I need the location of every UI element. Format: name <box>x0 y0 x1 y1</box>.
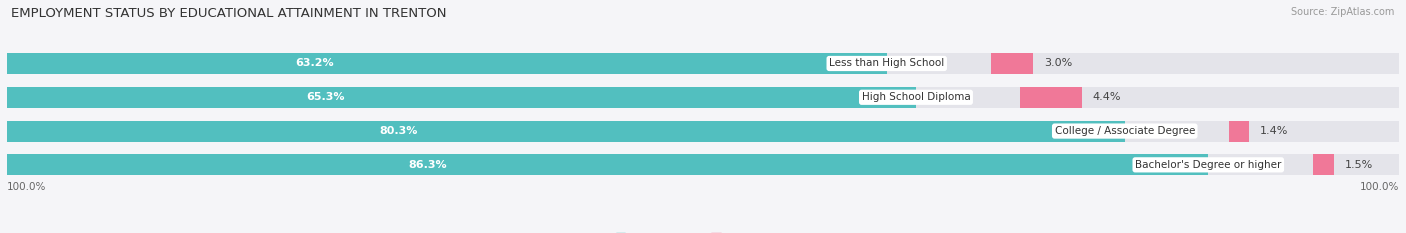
Text: 65.3%: 65.3% <box>307 92 344 102</box>
Text: 1.4%: 1.4% <box>1260 126 1288 136</box>
Text: 63.2%: 63.2% <box>295 58 335 69</box>
Bar <box>7 154 1208 175</box>
Bar <box>7 53 1399 74</box>
Bar <box>7 53 887 74</box>
Text: 80.3%: 80.3% <box>380 126 418 136</box>
Legend: In Labor Force, Unemployed: In Labor Force, Unemployed <box>612 229 794 233</box>
Text: 3.0%: 3.0% <box>1045 58 1073 69</box>
Bar <box>1229 121 1249 141</box>
Text: College / Associate Degree: College / Associate Degree <box>1054 126 1195 136</box>
Text: 100.0%: 100.0% <box>7 182 46 192</box>
Text: 1.5%: 1.5% <box>1344 160 1372 170</box>
Bar <box>7 121 1399 141</box>
Text: 100.0%: 100.0% <box>1360 182 1399 192</box>
Text: Bachelor's Degree or higher: Bachelor's Degree or higher <box>1135 160 1281 170</box>
Bar <box>7 121 1125 141</box>
Text: Less than High School: Less than High School <box>830 58 945 69</box>
Text: High School Diploma: High School Diploma <box>862 92 970 102</box>
Text: 86.3%: 86.3% <box>408 160 447 170</box>
Bar <box>7 154 1399 175</box>
Bar <box>7 87 915 108</box>
Bar <box>991 53 1033 74</box>
Bar <box>1313 154 1333 175</box>
Bar <box>7 87 1399 108</box>
Text: EMPLOYMENT STATUS BY EDUCATIONAL ATTAINMENT IN TRENTON: EMPLOYMENT STATUS BY EDUCATIONAL ATTAINM… <box>11 7 447 20</box>
Text: Source: ZipAtlas.com: Source: ZipAtlas.com <box>1291 7 1395 17</box>
Bar <box>1021 87 1081 108</box>
Text: 4.4%: 4.4% <box>1092 92 1121 102</box>
